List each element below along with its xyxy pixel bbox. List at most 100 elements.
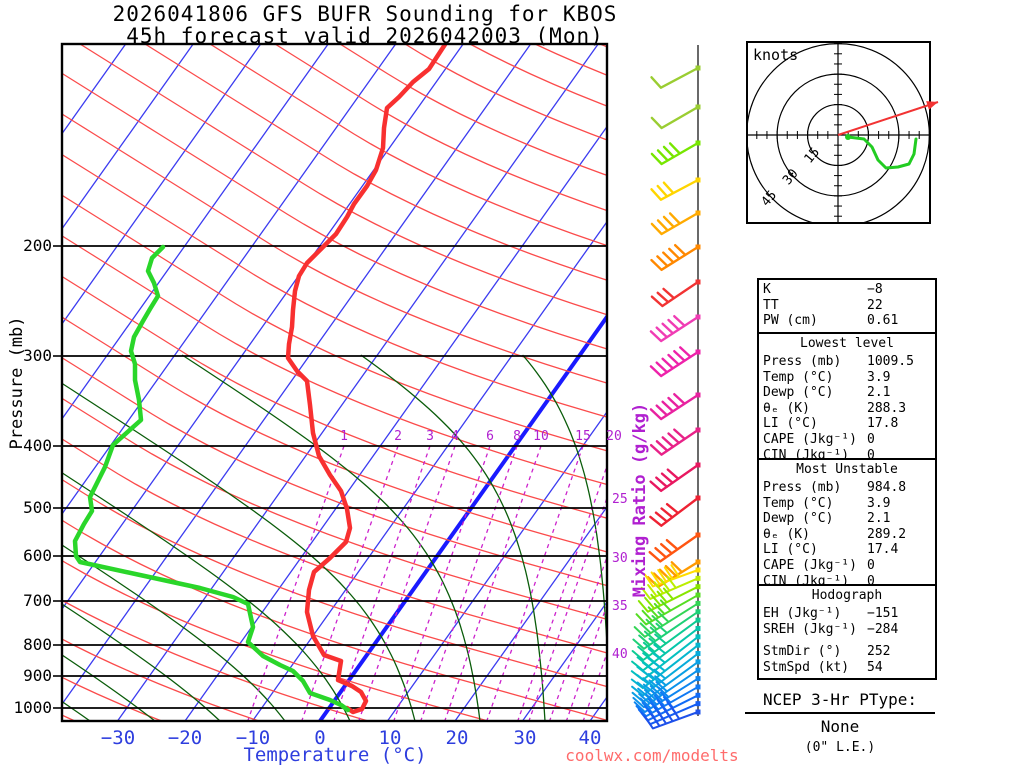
hodograph-units-label: knots — [753, 46, 799, 64]
isotherm-line — [454, 505, 607, 721]
stat-row: Press (mb) 984.8 — [759, 480, 935, 496]
pressure-tick-label: 600 — [23, 546, 52, 565]
pressure-tick-label: 700 — [23, 591, 52, 610]
stat-row: Temp (°C) 3.9 — [759, 496, 935, 512]
ptype-note: (0" L.E.) — [804, 740, 876, 755]
moist-adiabat-line — [724, 355, 740, 721]
wind-barb — [649, 428, 700, 456]
stat-row: CAPE (Jkg⁻¹) 0 — [759, 432, 935, 448]
pressure-tick-label: 500 — [23, 498, 52, 517]
stat-row: K −8 — [759, 282, 935, 298]
wind-barb-station-dot — [695, 495, 701, 501]
wind-barb-station-dot — [695, 692, 701, 698]
temperature-tick-label: 30 — [513, 727, 537, 749]
stat-value: 0 — [867, 557, 875, 573]
mixing-ratio-label: 8 — [513, 429, 521, 444]
mixing-ratio-line — [393, 445, 491, 721]
mixing-ratio-label: 4 — [451, 429, 459, 444]
wind-barb-station-dot — [695, 462, 701, 468]
watermark-link[interactable]: coolwx.com/modelts — [565, 746, 739, 765]
isotherm-line — [62, 44, 329, 421]
stat-row: θₑ (K) 288.3 — [759, 401, 935, 417]
wind-barb — [649, 496, 700, 527]
mixing-ratio-line — [528, 496, 607, 721]
moist-adiabat-line — [62, 654, 156, 721]
stat-row: LI (°C) 17.8 — [759, 416, 935, 432]
hodograph-border — [746, 41, 931, 224]
stat-row: SREH (Jkg⁻¹) −284 — [759, 622, 935, 638]
stat-value: 0 — [867, 447, 875, 463]
wind-barb-station-dot — [695, 314, 701, 320]
dry-adiabat-line — [62, 599, 371, 721]
dry-adiabat-line — [62, 316, 607, 553]
pressure-tick-label: 1000 — [13, 698, 52, 717]
stat-value: 17.8 — [867, 416, 899, 432]
mixing-ratio-label: 3 — [426, 429, 434, 444]
wind-barb-station-dot — [695, 684, 701, 690]
mixing-ratio-label: 6 — [486, 429, 494, 444]
pressure-tick-label: 800 — [23, 635, 52, 654]
wind-barb-station-dot — [695, 642, 701, 648]
stat-label: θₑ (K) — [763, 526, 810, 542]
isotherm-line — [62, 44, 194, 230]
stat-value: 22 — [867, 297, 883, 313]
stat-value: 0 — [867, 573, 875, 589]
wind-barb — [650, 141, 700, 166]
sounding-profiles — [72, 44, 448, 715]
stat-label: Dewp (°C) — [763, 511, 834, 527]
mixing-ratio-axis-title: Mixing Ratio (g/kg) — [630, 402, 650, 598]
stat-value: 289.2 — [867, 526, 907, 542]
dry-adiabat-line — [144, 44, 607, 281]
dry-adiabat-line — [274, 44, 607, 212]
panel-title: Hodograph — [811, 588, 883, 603]
wind-barb — [632, 610, 699, 650]
stat-value: −151 — [867, 606, 899, 621]
wind-barb — [649, 463, 700, 492]
stat-value: 2.1 — [867, 385, 891, 401]
panel-title: Lowest level — [800, 336, 894, 351]
stat-value: 3.9 — [867, 495, 891, 511]
stats-panel-most-unstable: Most Unstable Press (mb) 984.8 Temp (°C) 3.9… — [757, 458, 937, 595]
temperature-tick-label: −10 — [235, 727, 271, 749]
wind-barb — [649, 315, 700, 343]
stat-row: TT 22 — [759, 298, 935, 314]
stat-value: 0 — [867, 431, 875, 447]
mixing-ratio-line — [247, 445, 345, 721]
wind-barb-station-dot — [695, 427, 701, 433]
stat-row: LI (°C) 17.4 — [759, 542, 935, 558]
temperature-tick-label: 10 — [378, 727, 402, 749]
dry-adiabat-line — [62, 356, 607, 587]
moist-adiabat-line — [62, 382, 416, 721]
mixing-ratio-line — [358, 445, 456, 721]
wind-barb — [644, 706, 699, 730]
moist-adiabat-line — [62, 603, 221, 721]
stat-row: StmSpd (kt) 54 — [759, 660, 935, 676]
wind-barb-station-dot — [695, 210, 701, 216]
wind-barb-station-dot — [695, 575, 701, 581]
dry-adiabat-line — [0, 44, 3, 724]
stat-label: StmSpd (kt) — [763, 659, 850, 675]
wind-barb — [632, 669, 699, 709]
wind-barb — [650, 178, 700, 201]
stat-row: PW (cm) 0.61 — [759, 313, 935, 329]
stat-row: θₑ (K) 289.2 — [759, 527, 935, 543]
wind-barb-station-dot — [695, 634, 701, 640]
isotherm-line — [184, 125, 607, 721]
dry-adiabat-line — [62, 397, 607, 621]
stat-label: StmDir (°) — [763, 644, 842, 660]
dry-adiabat-line — [62, 478, 607, 688]
stat-label: K — [763, 282, 771, 297]
pressure-tick-label: 200 — [23, 236, 52, 255]
stats-panel-lowest-level: Lowest level Press (mb) 1009.5 Temp (°C) 3.9… — [757, 332, 937, 469]
dry-adiabat-line — [62, 275, 607, 519]
dewpoint-trace — [72, 244, 351, 713]
stat-row: Press (mb) 1009.5 — [759, 354, 935, 370]
stat-value: 54 — [867, 659, 883, 675]
wind-barb-station-dot — [695, 392, 701, 398]
wind-barb — [648, 533, 700, 563]
pressure-tick-label: 900 — [23, 666, 52, 685]
wind-barb — [633, 602, 699, 638]
stat-label: Dewp (°C) — [763, 385, 834, 401]
